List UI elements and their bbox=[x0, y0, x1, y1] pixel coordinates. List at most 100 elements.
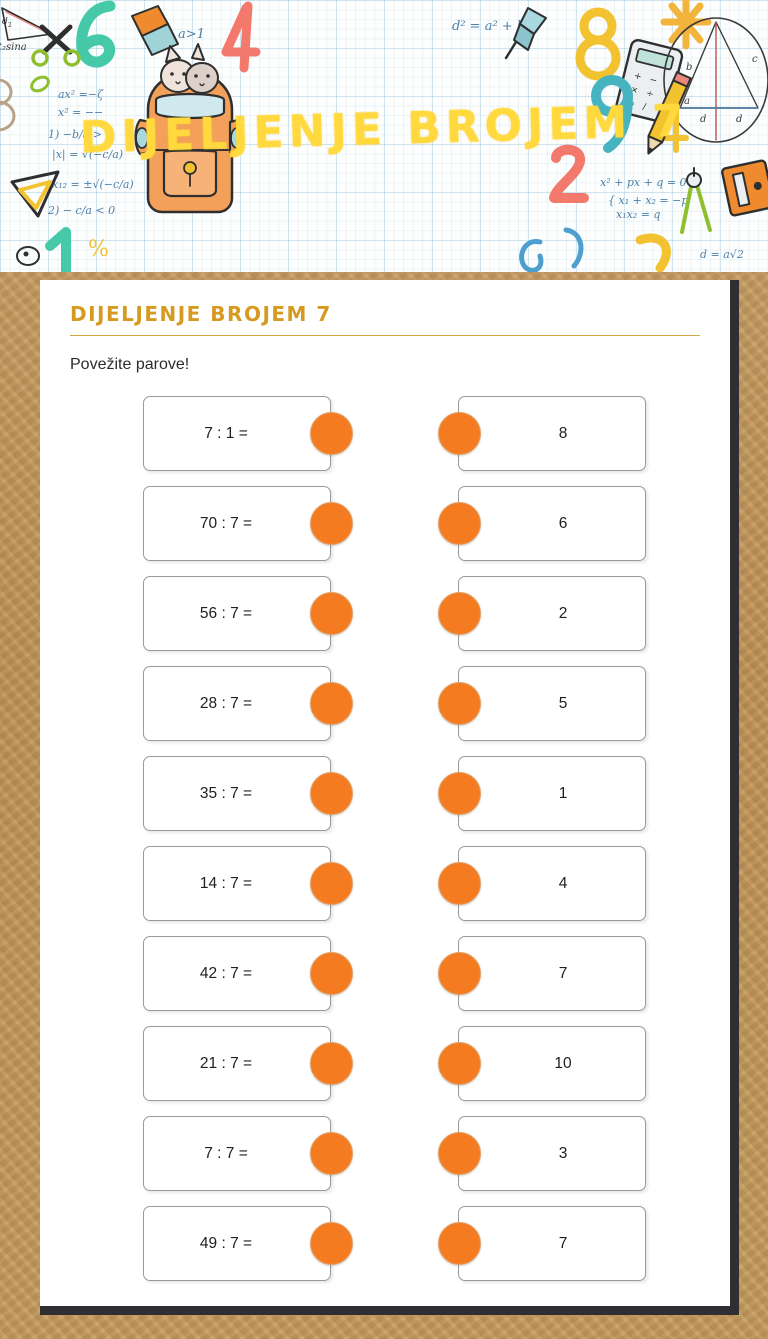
answer-card[interactable]: 7 bbox=[458, 936, 646, 1011]
svg-text:1) −b/a > 0: 1) −b/a > 0 bbox=[48, 128, 113, 141]
match-row: 70 : 7 = 6 bbox=[70, 486, 700, 561]
percent-sign: % bbox=[88, 237, 109, 262]
formula-block-left: ax² =−ζ x² = −− 1) −b/a > 0 |x| = √(−c/a… bbox=[47, 88, 134, 217]
svg-text:d: d bbox=[2, 17, 8, 27]
match-row: 14 : 7 = 4 bbox=[70, 846, 700, 921]
formula-d-av2: d = a√2 bbox=[700, 248, 744, 261]
svg-text:+: + bbox=[633, 71, 643, 83]
question-connector-dot[interactable] bbox=[310, 862, 353, 905]
formula-vieta: x² + px + q = 0 { x₁ + x₂ = −p x₁x₂ = q bbox=[600, 176, 688, 221]
answer-card[interactable]: 4 bbox=[458, 846, 646, 921]
svg-text:x₁₂ = ±√(−c/a): x₁₂ = ±√(−c/a) bbox=[52, 178, 134, 191]
answer-connector-dot[interactable] bbox=[438, 1042, 481, 1085]
question-connector-dot[interactable] bbox=[310, 1222, 353, 1265]
curve-yellow bbox=[635, 233, 671, 272]
question-card[interactable]: 28 : 7 = bbox=[143, 666, 331, 741]
match-row: 21 : 7 = 10 bbox=[70, 1026, 700, 1101]
curve-cd bbox=[519, 227, 584, 272]
pencil-icon bbox=[647, 71, 692, 155]
question-card[interactable]: 35 : 7 = bbox=[143, 756, 331, 831]
svg-text:|x| = √(−c/a): |x| = √(−c/a) bbox=[52, 148, 123, 162]
svg-text:2: 2 bbox=[8, 22, 12, 29]
svg-text:d: d bbox=[700, 114, 706, 125]
banner-doodles: d 2 t₂sina a>1 bbox=[0, 0, 768, 272]
asterisk-star bbox=[660, 0, 712, 50]
svg-text:{ x₁ + x₂ = −p: { x₁ + x₂ = −p bbox=[608, 194, 688, 207]
svg-text:t₂sina: t₂sina bbox=[0, 42, 27, 53]
answer-connector-dot[interactable] bbox=[438, 682, 481, 725]
question-card[interactable]: 49 : 7 = bbox=[143, 1206, 331, 1281]
number-1-teal bbox=[45, 227, 71, 272]
triangle-d2-diagram bbox=[1, 7, 53, 41]
answer-connector-dot[interactable] bbox=[438, 1132, 481, 1175]
question-connector-dot[interactable] bbox=[310, 772, 353, 815]
number-8-outline bbox=[0, 78, 16, 132]
compass-icon bbox=[680, 167, 712, 234]
answer-connector-dot[interactable] bbox=[438, 1222, 481, 1265]
svg-text:x₁x₂ = q: x₁x₂ = q bbox=[616, 208, 660, 221]
answer-card[interactable]: 7 bbox=[458, 1206, 646, 1281]
answer-card[interactable]: 6 bbox=[458, 486, 646, 561]
match-row: 28 : 7 = 5 bbox=[70, 666, 700, 741]
pushpin-icon bbox=[504, 7, 547, 60]
sharpener-icon bbox=[721, 159, 768, 217]
match-row: 7 : 7 = 3 bbox=[70, 1116, 700, 1191]
svg-text:÷: ÷ bbox=[645, 89, 655, 101]
answer-connector-dot[interactable] bbox=[438, 592, 481, 635]
answer-card[interactable]: 10 bbox=[458, 1026, 646, 1101]
svg-text:b: b bbox=[686, 62, 692, 73]
number-0-outline bbox=[16, 246, 40, 266]
question-card[interactable]: 21 : 7 = bbox=[143, 1026, 331, 1101]
scissors-icon bbox=[31, 24, 81, 67]
svg-text:x² = −−: x² = −− bbox=[58, 106, 103, 119]
question-card[interactable]: 14 : 7 = bbox=[143, 846, 331, 921]
answer-card[interactable]: 5 bbox=[458, 666, 646, 741]
question-card[interactable]: 70 : 7 = bbox=[143, 486, 331, 561]
match-row: 35 : 7 = 1 bbox=[70, 756, 700, 831]
answer-card[interactable]: 1 bbox=[458, 756, 646, 831]
number-4-red bbox=[221, 1, 261, 73]
match-row: 56 : 7 = 2 bbox=[70, 576, 700, 651]
header-banner: d 2 t₂sina a>1 bbox=[0, 0, 768, 272]
match-row: 42 : 7 = 7 bbox=[70, 936, 700, 1011]
number-2-red bbox=[549, 144, 589, 203]
question-connector-dot[interactable] bbox=[310, 592, 353, 635]
worksheet-page: DIJELJENJE BROJEM 7 Povežite parove! 7 :… bbox=[40, 280, 730, 1306]
answer-card[interactable]: 3 bbox=[458, 1116, 646, 1191]
backpack-with-cats bbox=[134, 43, 244, 214]
svg-text:c: c bbox=[752, 54, 758, 65]
scissors-blades bbox=[30, 75, 50, 93]
question-card[interactable]: 56 : 7 = bbox=[143, 576, 331, 651]
question-connector-dot[interactable] bbox=[310, 682, 353, 725]
answer-connector-dot[interactable] bbox=[438, 412, 481, 455]
formula-d2-a2-b2: d² = a² + b² bbox=[452, 19, 530, 34]
question-connector-dot[interactable] bbox=[310, 952, 353, 995]
question-card[interactable]: 7 : 7 = bbox=[143, 1116, 331, 1191]
question-card[interactable]: 42 : 7 = bbox=[143, 936, 331, 1011]
question-connector-dot[interactable] bbox=[310, 1132, 353, 1175]
answer-connector-dot[interactable] bbox=[438, 772, 481, 815]
svg-text:a: a bbox=[684, 96, 690, 107]
question-connector-dot[interactable] bbox=[310, 502, 353, 545]
svg-text:ax² =−ζ: ax² =−ζ bbox=[58, 88, 104, 101]
question-card[interactable]: 7 : 1 = bbox=[143, 396, 331, 471]
answer-connector-dot[interactable] bbox=[438, 862, 481, 905]
number-8-yellow bbox=[575, 7, 621, 81]
number-9-teal bbox=[591, 75, 633, 153]
svg-text:/: / bbox=[642, 102, 648, 113]
circle-geometry-diagram: bc ad d bbox=[663, 17, 768, 143]
answer-connector-dot[interactable] bbox=[438, 502, 481, 545]
matching-rows: 7 : 1 = 8 70 : 7 = 6 56 : 7 = 2 28 : 7 = 5 35 : … bbox=[70, 396, 700, 1281]
answer-connector-dot[interactable] bbox=[438, 952, 481, 995]
question-connector-dot[interactable] bbox=[310, 412, 353, 455]
answer-card[interactable]: 2 bbox=[458, 576, 646, 651]
svg-text:−: − bbox=[648, 75, 658, 87]
formula-a-gt-1: a>1 bbox=[178, 27, 205, 42]
svg-text:x² + px + q = 0: x² + px + q = 0 bbox=[600, 176, 687, 189]
title-divider bbox=[70, 335, 700, 336]
answer-card[interactable]: 8 bbox=[458, 396, 646, 471]
match-row: 49 : 7 = 7 bbox=[70, 1206, 700, 1281]
svg-text:×: × bbox=[629, 85, 639, 97]
worksheet-title: DIJELJENJE BROJEM 7 bbox=[70, 302, 332, 326]
question-connector-dot[interactable] bbox=[310, 1042, 353, 1085]
